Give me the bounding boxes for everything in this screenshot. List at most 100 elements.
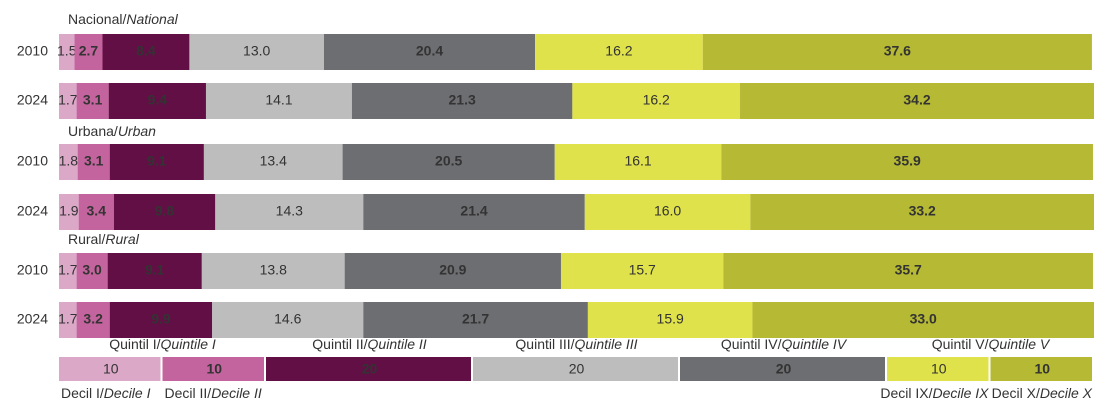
bar-segment: [212, 302, 364, 338]
bar-segment: [201, 253, 345, 289]
bar-segment: [560, 253, 724, 289]
data-label: 33.0: [910, 311, 937, 327]
data-label: 13.0: [243, 43, 270, 59]
y-tick-label: 2010: [17, 153, 48, 169]
data-label: 1.5: [57, 43, 77, 59]
legend-quintile-label-es: Quintil V/: [932, 336, 989, 352]
legend-segment: [266, 357, 471, 381]
legend-quintile-label-en: Quintile V: [989, 336, 1051, 352]
group-label-es: Nacional/: [68, 11, 126, 27]
legend-decile-label-en: Decile X: [1040, 385, 1093, 401]
data-label: 13.4: [260, 153, 287, 169]
legend-value: 20: [776, 361, 792, 377]
bar-segment: [78, 194, 114, 230]
legend-quintile-label-en: Quintile IV: [782, 336, 848, 352]
data-label: 1.7: [58, 311, 78, 327]
data-label: 16.2: [643, 92, 670, 108]
group-label-en: Urban: [118, 123, 156, 139]
legend-segment: [473, 357, 678, 381]
bar-segment: [587, 302, 753, 338]
bar-segment: [74, 34, 103, 70]
y-tick-label: 2024: [17, 92, 48, 108]
data-label: 14.3: [276, 203, 303, 219]
legend-quintile-label-es: Quintil III/: [515, 336, 574, 352]
data-label: 3.1: [84, 153, 104, 169]
y-tick-label: 2024: [17, 203, 48, 219]
group-label-en: Rural: [105, 231, 139, 247]
legend-quintile-label-en: Quintile I: [161, 336, 216, 352]
bar-segment: [215, 194, 364, 230]
bar-segment: [740, 83, 1094, 119]
bar-segment: [363, 302, 588, 338]
data-label: 3.4: [87, 203, 107, 219]
group-label-en: National: [126, 11, 178, 27]
legend-quintile-label: Quintil IV/Quintile IV: [721, 336, 848, 352]
bar-segment: [723, 253, 1093, 289]
bar-segment: [342, 144, 555, 180]
legend-value: 10: [206, 361, 222, 377]
legend-segment: [887, 357, 989, 381]
legend-segment: [59, 357, 161, 381]
bar-segment: [351, 83, 573, 119]
bar-segment: [750, 194, 1094, 230]
bar-segment: [205, 83, 352, 119]
legend-decile-label: Decil IX/Decile IX: [880, 385, 989, 401]
data-label: 9.9: [151, 311, 171, 327]
legend-value: 10: [931, 361, 947, 377]
bar-segment: [113, 194, 216, 230]
legend-decile-label-es: Decil IX/: [880, 385, 932, 401]
bar-segment: [535, 34, 703, 70]
legend-quintile-label-es: Quintil IV/: [721, 336, 782, 352]
data-label: 1.7: [58, 262, 78, 278]
data-label: 3.1: [83, 92, 103, 108]
legend-decile-label-es: Decil II/: [165, 385, 212, 401]
bar-segment: [323, 34, 536, 70]
bar-segment: [721, 144, 1093, 180]
data-label: 8.4: [136, 43, 156, 59]
data-label: 9.1: [145, 262, 165, 278]
legend-decile-label: Decil II/Decile II: [165, 385, 262, 401]
legend-segment: [680, 357, 885, 381]
y-tick-label: 2024: [17, 311, 48, 327]
legend-quintile-label: Quintil III/Quintile III: [515, 336, 637, 352]
data-label: 15.9: [657, 311, 684, 327]
legend-value: 20: [362, 361, 378, 377]
y-tick-label: 2010: [17, 262, 48, 278]
legend-segment: [990, 357, 1092, 381]
bar-segment: [189, 34, 324, 70]
bar-segment: [59, 302, 77, 338]
legend-value: 10: [1034, 361, 1050, 377]
bar-segment: [77, 144, 110, 180]
data-label: 3.2: [83, 311, 103, 327]
bar-segment: [554, 144, 722, 180]
bar-segment: [107, 253, 202, 289]
data-label: 3.0: [82, 262, 102, 278]
group-label: Urbana/Urban: [68, 123, 156, 139]
legend-value: 10: [103, 361, 119, 377]
bar-segment: [76, 302, 110, 338]
bar-segment: [108, 83, 206, 119]
group-label-es: Urbana/: [68, 123, 118, 139]
legend-decile-label-es: Decil X/: [992, 385, 1040, 401]
data-label: 16.1: [624, 153, 651, 169]
legend-quintile-label-en: Quintile II: [368, 336, 427, 352]
legend-quintile-label-es: Quintil I/: [109, 336, 160, 352]
legend-value: 20: [569, 361, 585, 377]
data-label: 20.5: [435, 153, 462, 169]
bar-segment: [109, 144, 204, 180]
data-label: 20.9: [439, 262, 466, 278]
data-label: 35.9: [894, 153, 921, 169]
data-label: 35.7: [895, 262, 922, 278]
data-label: 14.1: [265, 92, 292, 108]
bar-segment: [76, 83, 109, 119]
data-label: 16.2: [605, 43, 632, 59]
bar-segment: [702, 34, 1092, 70]
legend-quintile-label-en: Quintile III: [575, 336, 638, 352]
legend-decile-label-es: Decil I/: [61, 385, 104, 401]
y-tick-label: 2010: [17, 43, 48, 59]
data-label: 1.8: [59, 153, 79, 169]
data-label: 33.2: [909, 203, 936, 219]
legend-decile-label: Decil X/Decile X: [992, 385, 1093, 401]
bar-segment: [59, 194, 79, 230]
data-label: 9.8: [155, 203, 175, 219]
